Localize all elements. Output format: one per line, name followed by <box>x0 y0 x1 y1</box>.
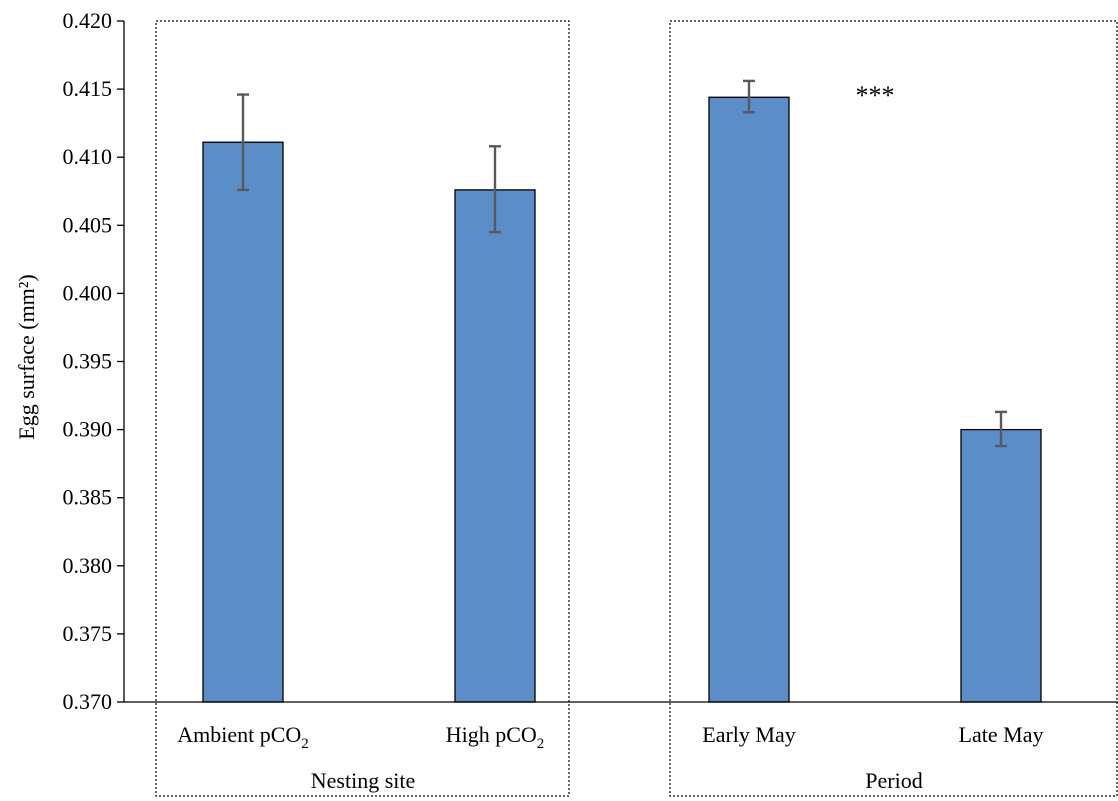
y-tick-label: 0.415 <box>63 76 113 101</box>
bar <box>960 428 1042 703</box>
y-tick-label: 0.375 <box>63 621 113 646</box>
y-tick-label: 0.410 <box>63 144 113 169</box>
bar <box>708 96 790 703</box>
y-tick-label: 0.370 <box>63 689 113 714</box>
group-box <box>669 20 1118 797</box>
y-axis: 0.370 0.375 0.380 0.385 0.390 0.395 0.400 0.405… <box>63 8 125 714</box>
y-tick-label: 0.420 <box>63 8 113 33</box>
category-label-text: Ambient pCO <box>177 722 301 747</box>
category-label-subscript: 2 <box>537 736 545 752</box>
category-label: Early May <box>702 722 795 747</box>
y-tick-label: 0.385 <box>63 485 113 510</box>
group-label: Period <box>865 768 922 793</box>
y-tick-label: 0.405 <box>63 212 113 237</box>
y-tick-label: 0.400 <box>63 280 113 305</box>
bar <box>202 141 284 703</box>
bar <box>454 189 536 703</box>
category-label: High pCO2 <box>446 722 545 752</box>
category-label-text: High pCO <box>446 722 537 747</box>
y-tick-label: 0.390 <box>63 417 113 442</box>
category-label-text: Early May <box>702 722 795 747</box>
category-label-text: Late May <box>959 722 1044 747</box>
y-axis-title: Egg surface (mm²) <box>14 274 39 439</box>
group-box <box>155 20 570 797</box>
significance-annotation: *** <box>856 81 895 110</box>
group-label: Nesting site <box>311 768 416 793</box>
y-tick-label: 0.395 <box>63 349 113 374</box>
group-boxes <box>155 20 1118 797</box>
bars <box>202 79 1042 703</box>
category-label: Late May <box>959 722 1044 747</box>
y-tick-label: 0.380 <box>63 553 113 578</box>
category-label-subscript: 2 <box>301 736 309 752</box>
category-label: Ambient pCO2 <box>177 722 309 752</box>
